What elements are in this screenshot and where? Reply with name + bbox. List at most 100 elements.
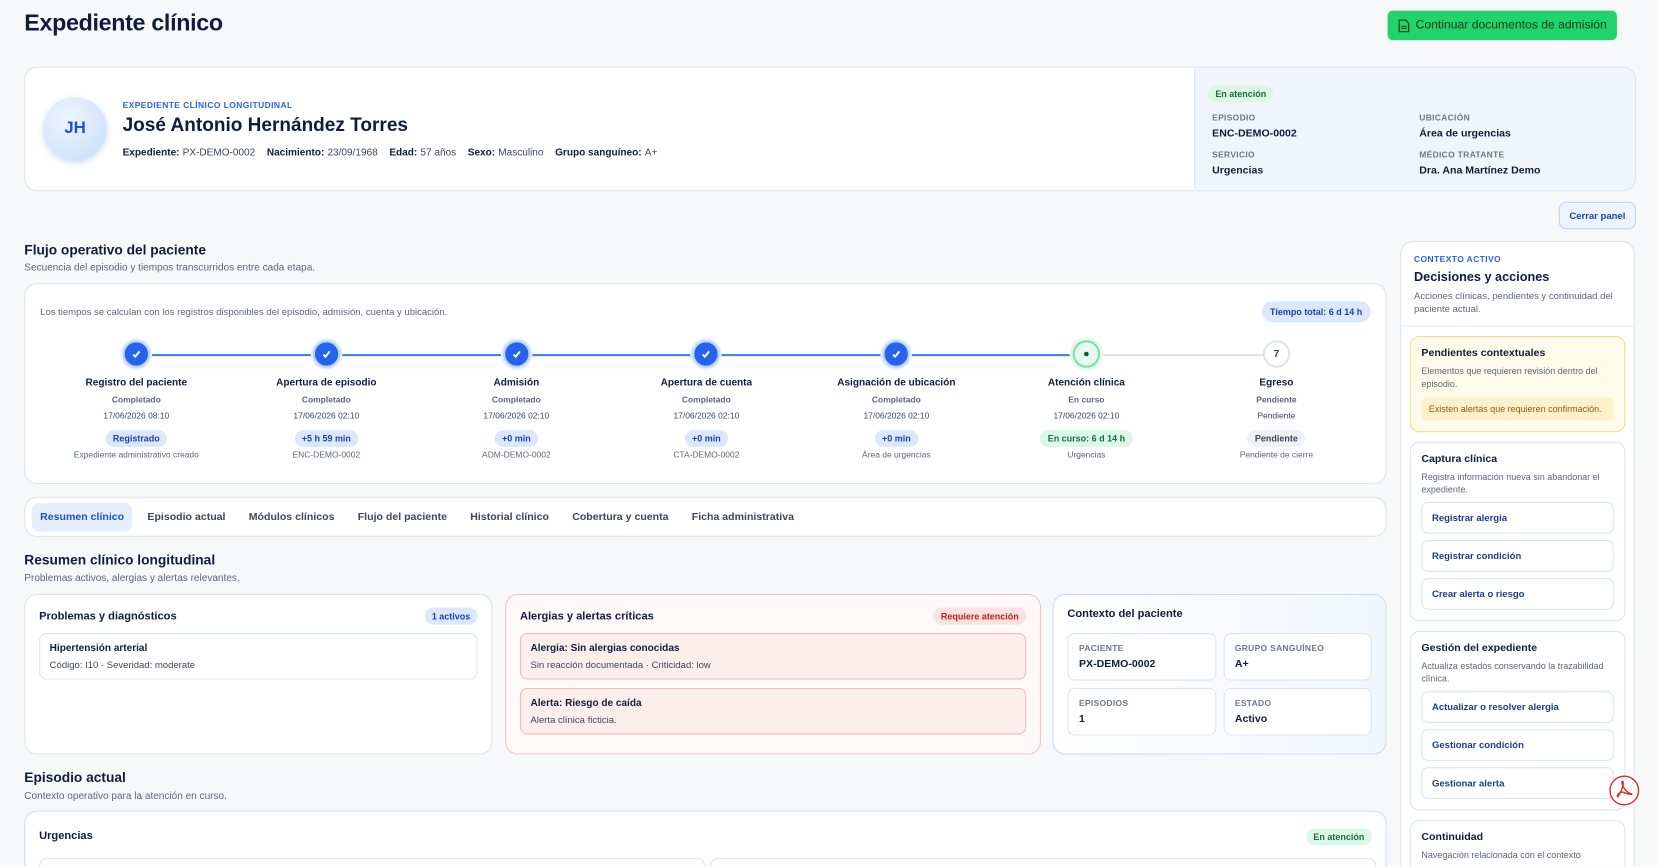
card-title: Alergias y alertas críticas — [519, 609, 654, 623]
fact-value: 57 años — [420, 146, 457, 159]
patient-fact: Sexo: Masculino — [468, 147, 544, 159]
check-icon — [322, 350, 331, 359]
patient-fact: Expediente: PX-DEMO-0002 — [123, 147, 256, 159]
check-icon — [512, 350, 521, 359]
step-ref: ADM-DEMO-0002 — [482, 450, 551, 460]
item-detail: Alerta clínica ficticia. — [530, 714, 617, 725]
flow-connector — [136, 354, 327, 357]
episode-fields: EPISODIO ENC-DEMO-0002 UBICACIÓN Área de ur… — [1212, 113, 1635, 176]
box-title: Pendientes contextuales — [1421, 347, 1546, 360]
step-state: Pendiente — [1256, 395, 1297, 405]
step-date: 17/06/2026 08:10 — [103, 411, 170, 421]
step-state: Completado — [871, 395, 921, 405]
episode-field: SERVICIO Urgencias — [1212, 150, 1419, 176]
step-name: Apertura de cuenta — [660, 377, 753, 389]
step-marker — [122, 340, 151, 368]
step-badge-wrap: En curso: 6 d 14 h — [997, 428, 1177, 448]
fact-label: Sexo: — [467, 146, 496, 159]
step-badge-wrap: Pendiente — [1187, 428, 1367, 448]
item-detail: Código: I10 · Severidad: moderate — [49, 659, 196, 671]
context-fields: PACIENTE PX-DEMO-0002 GRUPO SANGUÍNEO A+ EPI… — [1067, 633, 1372, 736]
tab[interactable]: Ficha administrativa — [691, 510, 794, 523]
flow-connector — [326, 354, 517, 357]
action-button[interactable]: Gestionar condición — [1421, 729, 1614, 761]
context-field: PACIENTE PX-DEMO-0002 — [1067, 633, 1216, 681]
action-button[interactable]: Registrar condición — [1421, 540, 1614, 572]
tab[interactable]: Historial clínico — [470, 510, 549, 523]
fact-value: PX-DEMO-0002 — [182, 146, 256, 159]
step-name: Admisión — [493, 377, 540, 389]
list-item: Alergia: Sin alergias conocidas Sin reacc… — [519, 633, 1027, 680]
tab[interactable]: Flujo del paciente — [357, 510, 447, 523]
patient-card: JH EXPEDIENTE CLÍNICO LONGITUDINAL José … — [24, 66, 1636, 192]
patient-name: José Antonio Hernández Torres — [122, 114, 408, 136]
patient-fact: Edad: 57 años — [389, 147, 456, 159]
field-label: PACIENTE — [1078, 643, 1124, 654]
field-value: Área de urgencias — [1419, 127, 1511, 140]
close-panel-button[interactable]: Cerrar panel — [1558, 201, 1636, 230]
step-state: Completado — [491, 395, 541, 405]
field-label: GRUPO SANGUÍNEO — [1234, 643, 1325, 654]
action-button[interactable]: Crear alerta o riesgo — [1421, 578, 1614, 610]
panel — [710, 858, 1376, 867]
step-badge-wrap: +0 min — [427, 428, 607, 448]
step-marker: 7 — [1262, 340, 1291, 368]
step-date: 17/06/2026 02:10 — [483, 411, 550, 421]
check-icon — [132, 350, 141, 359]
field-value: A+ — [1234, 658, 1249, 671]
list-item: Hipertensión arterial Código: I10 · Sever… — [39, 633, 478, 680]
field-value: ENC-DEMO-0002 — [1212, 127, 1297, 140]
context-field: ESTADO Activo — [1223, 687, 1372, 736]
button-label: Continuar documentos de admisión — [1415, 19, 1607, 32]
step-ref: Área de urgencias — [862, 450, 931, 460]
check-icon — [892, 350, 901, 359]
episode-title: Episodio actual — [24, 769, 126, 786]
field-label: ESTADO — [1234, 698, 1272, 709]
step-badge: +5 h 59 min — [294, 430, 359, 448]
sidebar-description: Acciones clínicas, pendientes y continui… — [1413, 290, 1613, 314]
action-button[interactable]: Registrar alergia — [1421, 501, 1614, 534]
box-title: Gestión del expediente — [1421, 642, 1538, 655]
episode-card: Urgencias En atención — [24, 810, 1387, 867]
allergies-card: Alergias y alertas críticas Requiere ate… — [505, 593, 1041, 755]
action-button[interactable]: Gestionar alerta — [1421, 767, 1614, 799]
tab[interactable]: Cobertura y cuenta — [572, 510, 669, 523]
step-badge: +0 min — [874, 430, 919, 448]
step-ref: Expediente administrativo creado — [73, 450, 199, 460]
fact-label: Edad: — [389, 146, 418, 159]
admission-button[interactable]: Continuar documentos de admisión — [1387, 10, 1617, 41]
fact-value: A+ — [644, 146, 658, 159]
field-value: Dra. Ana Martínez Demo — [1419, 164, 1541, 177]
sidebar-kicker: CONTEXTO ACTIVO — [1413, 254, 1502, 265]
item-detail: Sin reacción documentada · Criticidad: l… — [530, 659, 711, 671]
episode-field: EPISODIO ENC-DEMO-0002 — [1212, 113, 1419, 139]
field-value: 1 — [1078, 713, 1085, 725]
fact-label: Nacimiento: — [266, 146, 325, 159]
step-badge: +0 min — [494, 430, 539, 448]
page-title: Expediente clínico — [24, 9, 223, 36]
tab[interactable]: Resumen clínico — [31, 502, 133, 532]
field-value: PX-DEMO-0002 — [1078, 658, 1156, 671]
tab[interactable]: Módulos clínicos — [248, 510, 335, 523]
list-item: Alerta: Riesgo de caída Alerta clínica fi… — [519, 687, 1027, 735]
flow-title: Flujo operativo del paciente — [24, 242, 206, 258]
patient-fact: Grupo sanguíneo: A+ — [555, 147, 657, 159]
field-label: SERVICIO — [1212, 150, 1255, 160]
pdf-icon[interactable] — [1608, 775, 1640, 807]
step-date: 17/06/2026 02:10 — [1053, 411, 1120, 421]
fact-label: Grupo sanguíneo: — [555, 146, 642, 159]
card-badge: Requiere atención — [933, 607, 1027, 625]
tab[interactable]: Episodio actual — [147, 510, 226, 523]
field-value: Urgencias — [1212, 164, 1264, 177]
step-marker — [882, 340, 911, 368]
step-name: Registro del paciente — [85, 377, 188, 389]
step-badge: Pendiente — [1247, 430, 1306, 448]
step-name: Apertura de episodio — [276, 377, 377, 389]
item-title: Alergia: Sin alergias conocidas — [530, 642, 680, 655]
card-title: Contexto del paciente — [1067, 607, 1183, 621]
tab-bar: Resumen clínico Episodio actual Módulos cl… — [24, 496, 1387, 537]
card-badge: 1 activos — [424, 607, 478, 625]
flow-connector — [516, 354, 707, 357]
action-button[interactable]: Actualizar o resolver alergia — [1421, 691, 1614, 723]
